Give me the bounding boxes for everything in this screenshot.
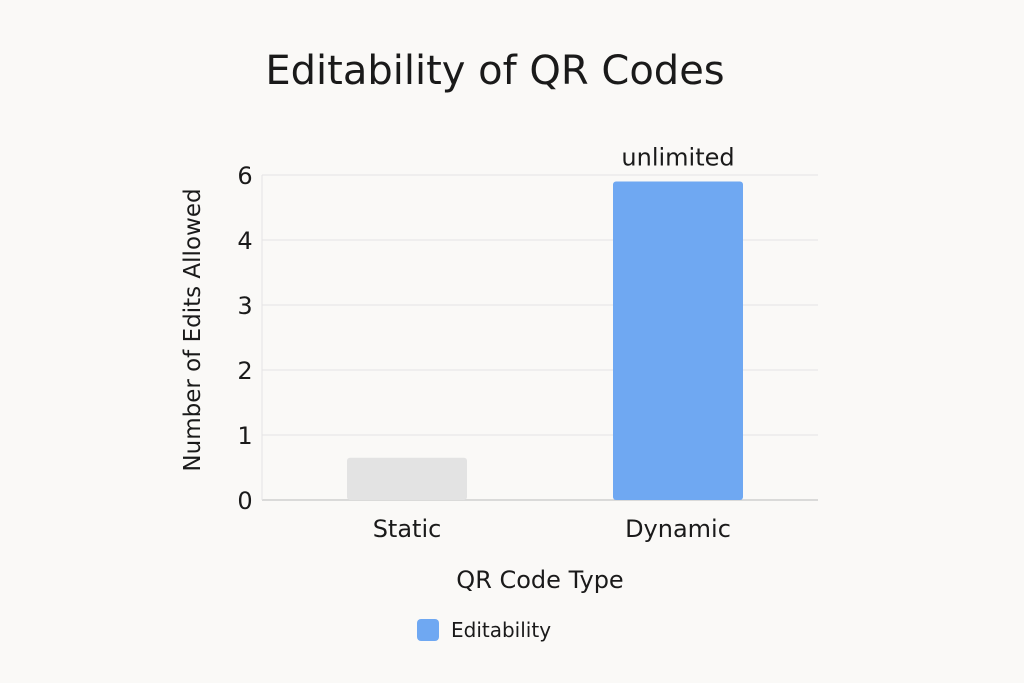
bar-static: [347, 457, 467, 500]
data-label: unlimited: [621, 144, 734, 172]
chart-title: Editability of QR Codes: [265, 48, 725, 94]
legend-label: Editability: [451, 618, 552, 642]
y-tick-label: 3: [237, 292, 252, 320]
bar-dynamic: [613, 181, 743, 500]
y-tick-label: 4: [237, 227, 252, 255]
y-tick-label: 1: [237, 422, 252, 450]
x-axis-label: QR Code Type: [456, 566, 623, 594]
legend: Editability: [417, 618, 551, 642]
y-axis-label: Number of Edits Allowed: [180, 188, 206, 471]
y-tick-label: 6: [237, 162, 252, 190]
x-tick-label: Static: [373, 515, 442, 543]
x-tick-label: Dynamic: [625, 515, 731, 543]
legend-swatch: [417, 619, 439, 641]
y-tick-label: 0: [237, 487, 252, 515]
y-tick-label: 2: [237, 357, 252, 385]
